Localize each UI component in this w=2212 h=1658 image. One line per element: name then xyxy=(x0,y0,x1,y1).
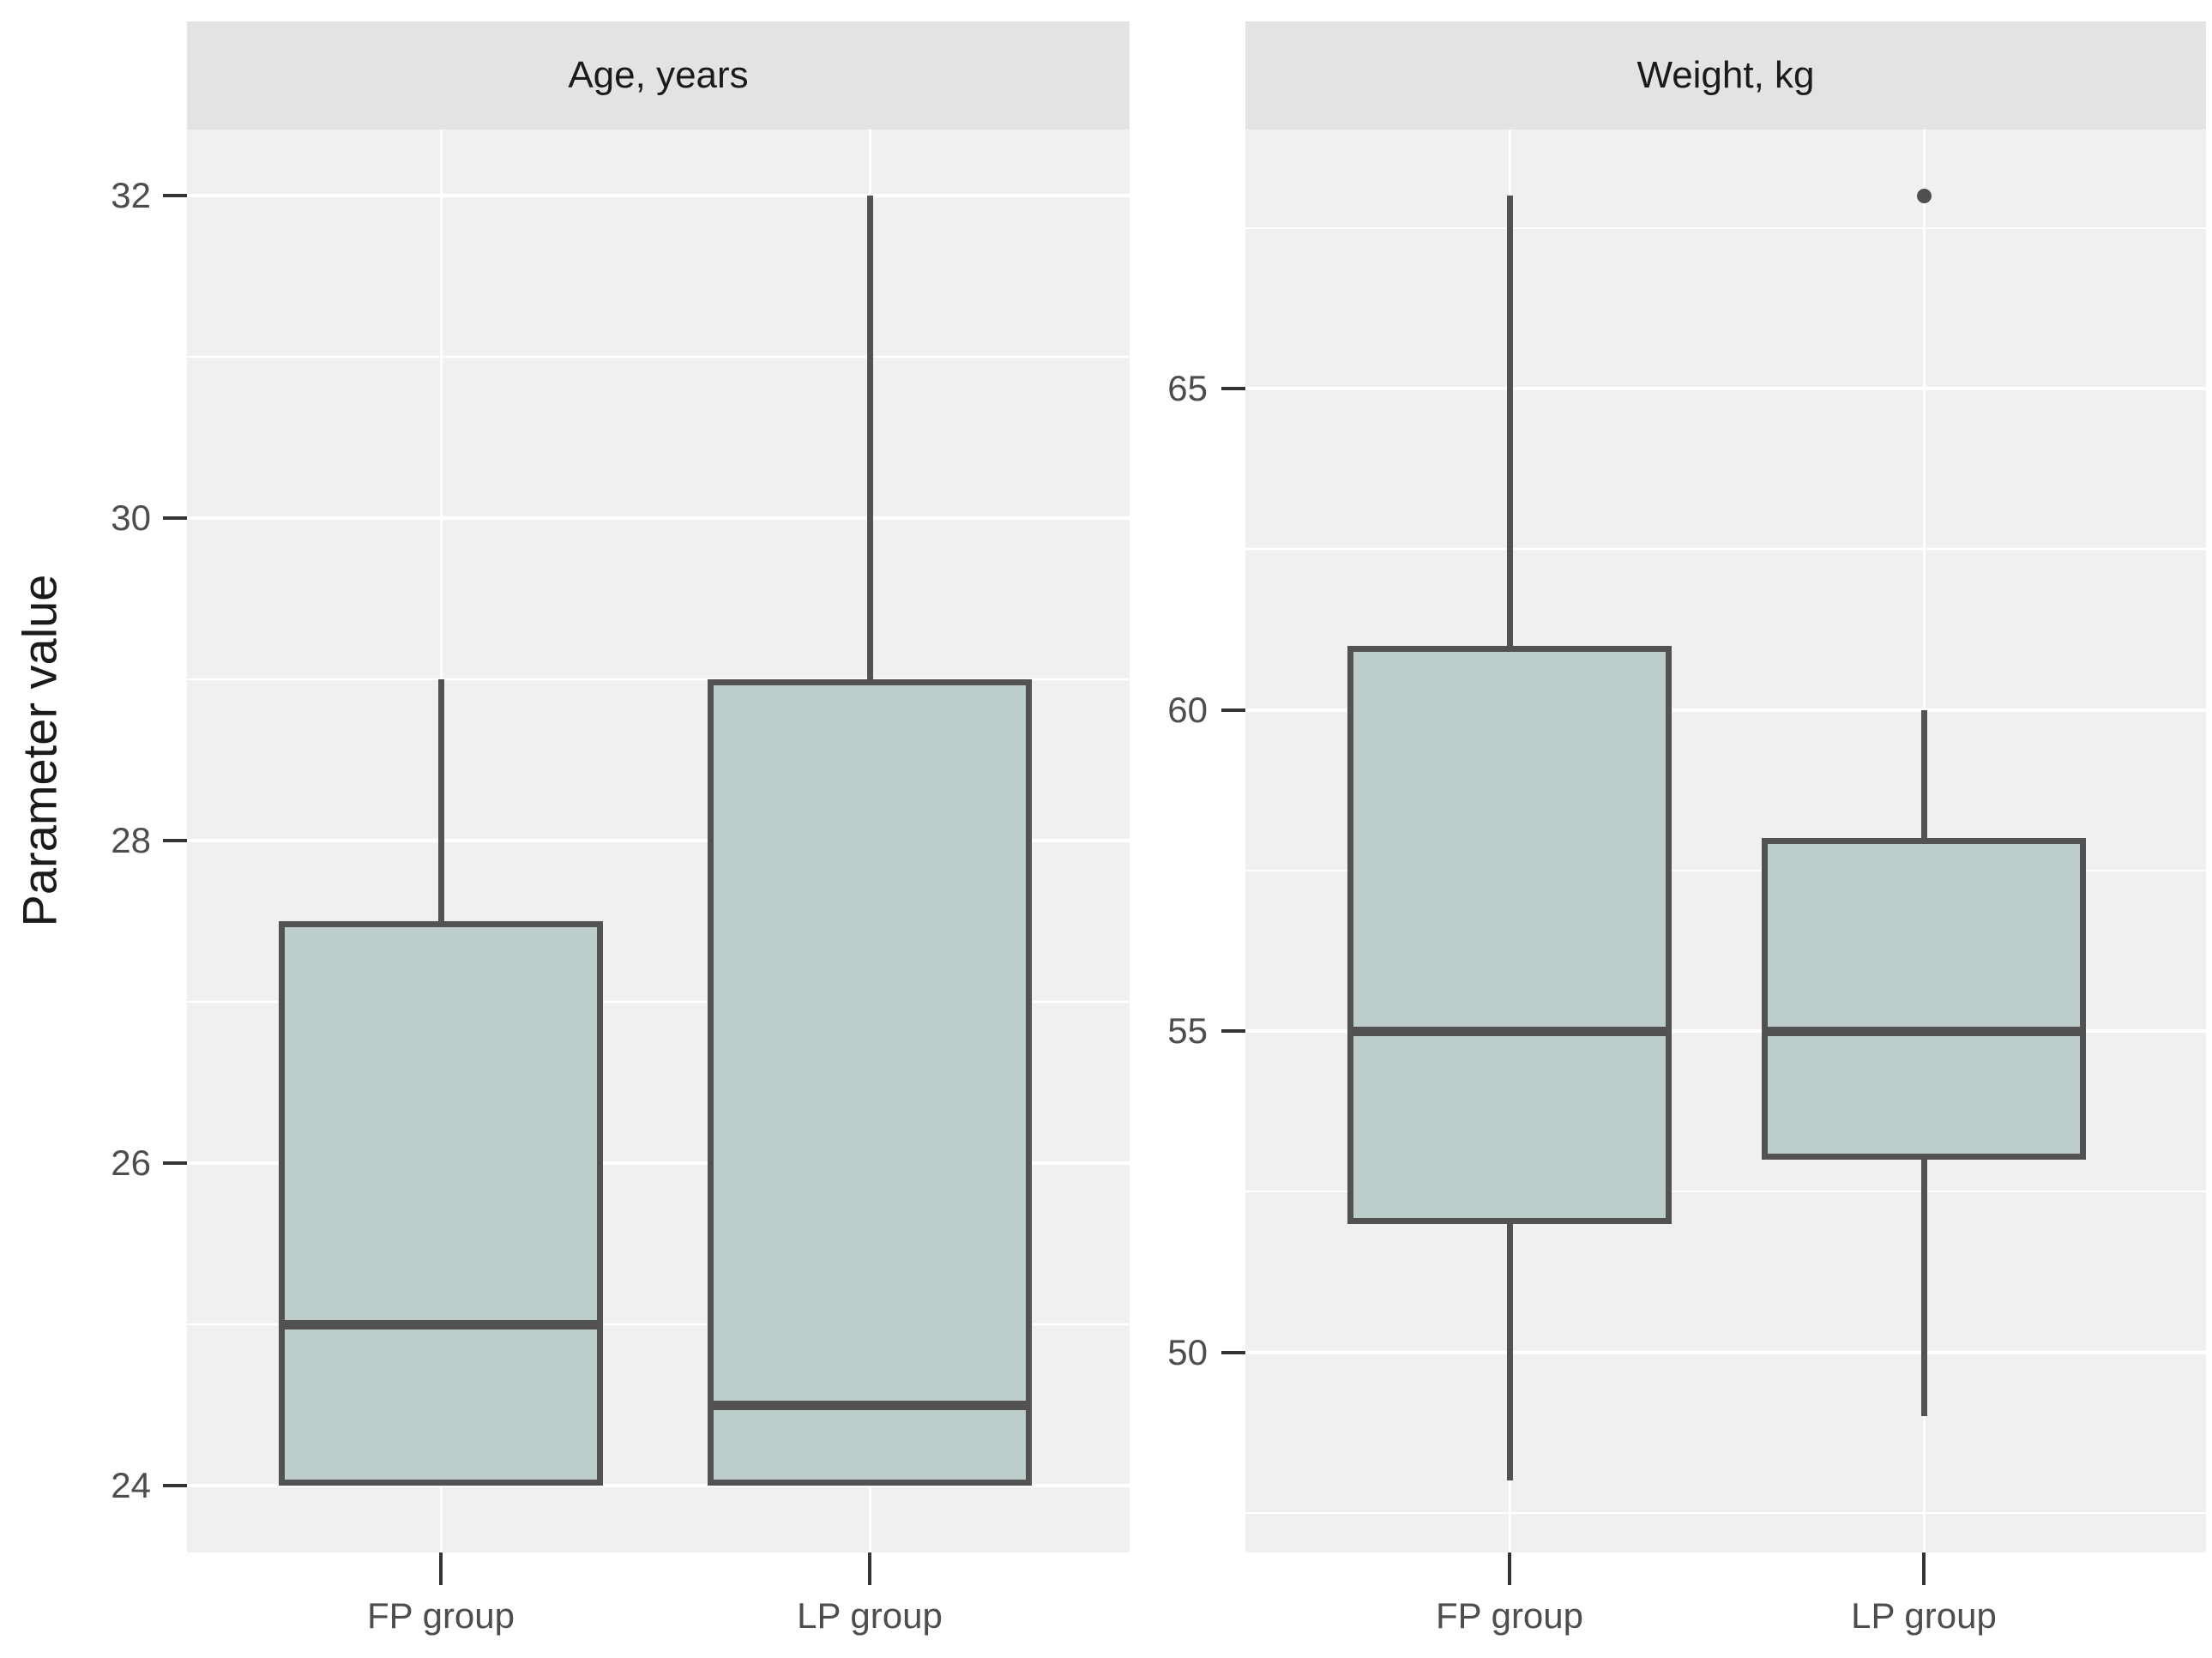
y-tick-label: 50 xyxy=(1167,1331,1208,1372)
x-axis-label: FP group xyxy=(1436,1595,1583,1636)
x-axis-label: FP group xyxy=(367,1595,515,1636)
y-tick-label: 55 xyxy=(1167,1010,1208,1051)
minor-gridline xyxy=(1245,226,2206,229)
facet-strip-title: Age, years xyxy=(568,54,749,96)
y-tick-mark xyxy=(163,516,187,520)
major-gridline xyxy=(1245,708,2206,712)
median-line xyxy=(1762,1026,2086,1036)
y-axis-title: Parameter value xyxy=(12,574,67,927)
upper-whisker xyxy=(1506,196,1513,646)
median-line xyxy=(708,1400,1032,1410)
minor-gridline xyxy=(1245,1191,2206,1193)
y-tick-mark xyxy=(163,1161,187,1165)
lower-whisker xyxy=(1506,1223,1513,1481)
minor-gridline xyxy=(187,1323,1130,1325)
major-gridline xyxy=(187,194,1130,197)
x-tick-mark xyxy=(439,1552,443,1585)
minor-gridline xyxy=(1245,1511,2206,1514)
x-axis-label: LP group xyxy=(1851,1595,1997,1636)
y-tick-label: 26 xyxy=(111,1143,151,1183)
x-tick-mark xyxy=(1508,1552,1511,1585)
minor-gridline xyxy=(187,1001,1130,1003)
major-gridline xyxy=(1245,1029,2206,1033)
minor-gridline xyxy=(187,356,1130,358)
facet-strip xyxy=(1245,21,2206,130)
x-axis-label: LP group xyxy=(797,1595,943,1636)
upper-whisker xyxy=(866,196,873,679)
major-gridline xyxy=(187,839,1130,842)
x-tick-mark xyxy=(868,1552,871,1585)
y-tick-mark xyxy=(1221,708,1245,712)
y-tick-label: 32 xyxy=(111,175,151,215)
y-tick-mark xyxy=(163,1484,187,1487)
boxplot-box xyxy=(1762,838,2086,1160)
median-line xyxy=(279,1319,603,1329)
y-tick-label: 30 xyxy=(111,497,151,538)
y-tick-label: 24 xyxy=(111,1465,151,1505)
upper-whisker xyxy=(1920,709,1927,839)
major-gridline xyxy=(187,1161,1130,1165)
y-tick-mark xyxy=(163,839,187,842)
y-tick-label: 28 xyxy=(111,820,151,860)
boxplot-box xyxy=(708,679,1032,1486)
minor-gridline xyxy=(1245,869,2206,871)
minor-gridline xyxy=(187,678,1130,680)
x-tick-mark xyxy=(1922,1552,1926,1585)
y-tick-mark xyxy=(1221,1029,1245,1033)
major-gridline xyxy=(1245,1350,2206,1354)
boxplot-box xyxy=(1347,645,1672,1224)
minor-gridline xyxy=(1245,548,2206,551)
median-line xyxy=(1347,1026,1672,1036)
outlier-point xyxy=(1916,188,1932,203)
upper-whisker xyxy=(437,679,444,921)
boxplot-box xyxy=(279,921,603,1486)
lower-whisker xyxy=(1920,1159,1927,1417)
y-tick-mark xyxy=(163,194,187,197)
y-tick-label: 65 xyxy=(1167,368,1208,408)
major-gridline xyxy=(1245,387,2206,390)
y-tick-mark xyxy=(1221,387,1245,390)
facet-strip xyxy=(187,21,1130,130)
y-tick-mark xyxy=(1221,1350,1245,1354)
major-gridline xyxy=(187,516,1130,520)
major-gridline xyxy=(187,1484,1130,1487)
facet-strip-title: Weight, kg xyxy=(1636,54,1815,96)
y-tick-label: 60 xyxy=(1167,689,1208,730)
